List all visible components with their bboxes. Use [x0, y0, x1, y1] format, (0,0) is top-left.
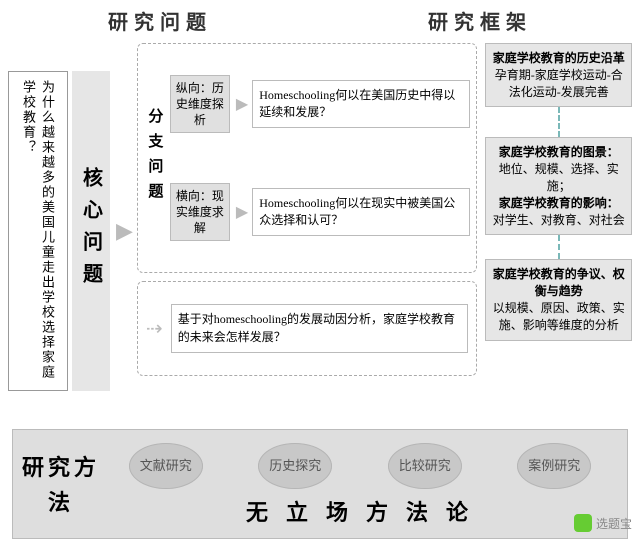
vertical-dash-icon: [558, 235, 560, 259]
framework-box-landscape: 家庭学校教育的图景： 地位、规模、选择、实施； 家庭学校教育的影响： 对学生、对…: [485, 137, 632, 235]
arrow-right-icon: ▶: [236, 202, 248, 222]
arrow-right-icon: ▶: [116, 218, 133, 244]
header-research-question: 研究问题: [108, 6, 212, 35]
framework-column: 家庭学校教育的历史沿革 孕育期-家庭学校运动-合法化运动-发展完善 家庭学校教育…: [485, 43, 632, 419]
watermark-text: 选题宝: [596, 515, 632, 532]
framework-box-history: 家庭学校教育的历史沿革 孕育期-家庭学校运动-合法化运动-发展完善: [485, 43, 632, 107]
header-row: 研究问题 研究框架: [0, 0, 640, 39]
branch-label: 分支问题: [144, 108, 165, 208]
method-circle-literature: 文献研究: [129, 443, 203, 489]
driving-question-text: 为什么越来越多的美国儿童走出学校选择家庭学校教育？: [19, 80, 57, 382]
framework-box1-body: 孕育期-家庭学校运动-合法化运动-发展完善: [491, 67, 626, 101]
subquestion-history: Homeschooling何以在美国历史中得以延续和发展？: [252, 80, 470, 129]
methods-right: 文献研究 历史探究 比较研究 案例研究 无立场方法论: [101, 443, 619, 527]
method-circle-case: 案例研究: [517, 443, 591, 489]
framework-box-trends: 家庭学校教育的争议、权衡与趋势 以规模、原因、政策、实施、影响等维度的分析: [485, 259, 632, 340]
branch-label-column: 分支问题: [144, 50, 166, 266]
dimension-box-vertical: 纵向：历史维度探析: [170, 75, 230, 134]
framework-box2-body2: 对学生、对教育、对社会: [491, 212, 626, 229]
method-circle-comparative: 比较研究: [388, 443, 462, 489]
branch-bottom-group: ⇢ 基于对homeschooling的发展动因分析，家庭学校教育的未来会怎样发展…: [137, 281, 477, 376]
header-research-framework: 研究框架: [428, 6, 532, 35]
arrow-right-icon: ▶: [236, 94, 248, 114]
subquestion-future: 基于对homeschooling的发展动因分析，家庭学校教育的未来会怎样发展？: [171, 304, 469, 353]
framework-box2-title2: 家庭学校教育的影响：: [491, 195, 626, 212]
framework-box3-body: 以规模、原因、政策、实施、影响等维度的分析: [491, 300, 626, 334]
subquestion-reality: Homeschooling何以在现实中被美国公众选择和认可？: [252, 188, 470, 237]
branch-row-history: 纵向：历史维度探析 ▶ Homeschooling何以在美国历史中得以延续和发展…: [170, 75, 470, 134]
driving-question-box: 为什么越来越多的美国儿童走出学校选择家庭学校教育？: [8, 71, 68, 391]
methods-bottom-text: 无立场方法论: [101, 495, 619, 527]
method-circle-history: 历史探究: [258, 443, 332, 489]
core-question-column: 核心问题: [72, 71, 110, 391]
dashed-arrow-icon: ⇢: [146, 316, 163, 341]
wechat-icon: [574, 514, 592, 532]
framework-box2-title1: 家庭学校教育的图景：: [491, 144, 626, 161]
branch-top-group: 分支问题 纵向：历史维度探析 ▶ Homeschooling何以在美国历史中得以…: [137, 43, 477, 273]
watermark: 选题宝: [574, 514, 632, 532]
connector-2: [485, 235, 632, 259]
vertical-dash-icon: [558, 107, 560, 137]
core-question-label: 核心问题: [77, 167, 106, 295]
research-methods-panel: 研究方法 文献研究 历史探究 比较研究 案例研究 无立场方法论: [12, 429, 628, 539]
methods-circles-row: 文献研究 历史探究 比较研究 案例研究: [101, 443, 619, 489]
connector-1: [485, 107, 632, 137]
branch-questions-wrap: 分支问题 纵向：历史维度探析 ▶ Homeschooling何以在美国历史中得以…: [137, 43, 477, 419]
branch-content: 纵向：历史维度探析 ▶ Homeschooling何以在美国历史中得以延续和发展…: [170, 50, 470, 266]
framework-box1-title: 家庭学校教育的历史沿革: [491, 50, 626, 67]
branch-row-reality: 横向：现实维度求解 ▶ Homeschooling何以在现实中被美国公众选择和认…: [170, 183, 470, 242]
dimension-box-horizontal: 横向：现实维度求解: [170, 183, 230, 242]
framework-box3-title: 家庭学校教育的争议、权衡与趋势: [491, 266, 626, 300]
methods-label: 研究方法: [21, 450, 101, 520]
framework-box2-body1: 地位、规模、选择、实施；: [491, 161, 626, 195]
main-diagram: 为什么越来越多的美国儿童走出学校选择家庭学校教育？ 核心问题 ▶ 分支问题 纵向…: [0, 39, 640, 419]
